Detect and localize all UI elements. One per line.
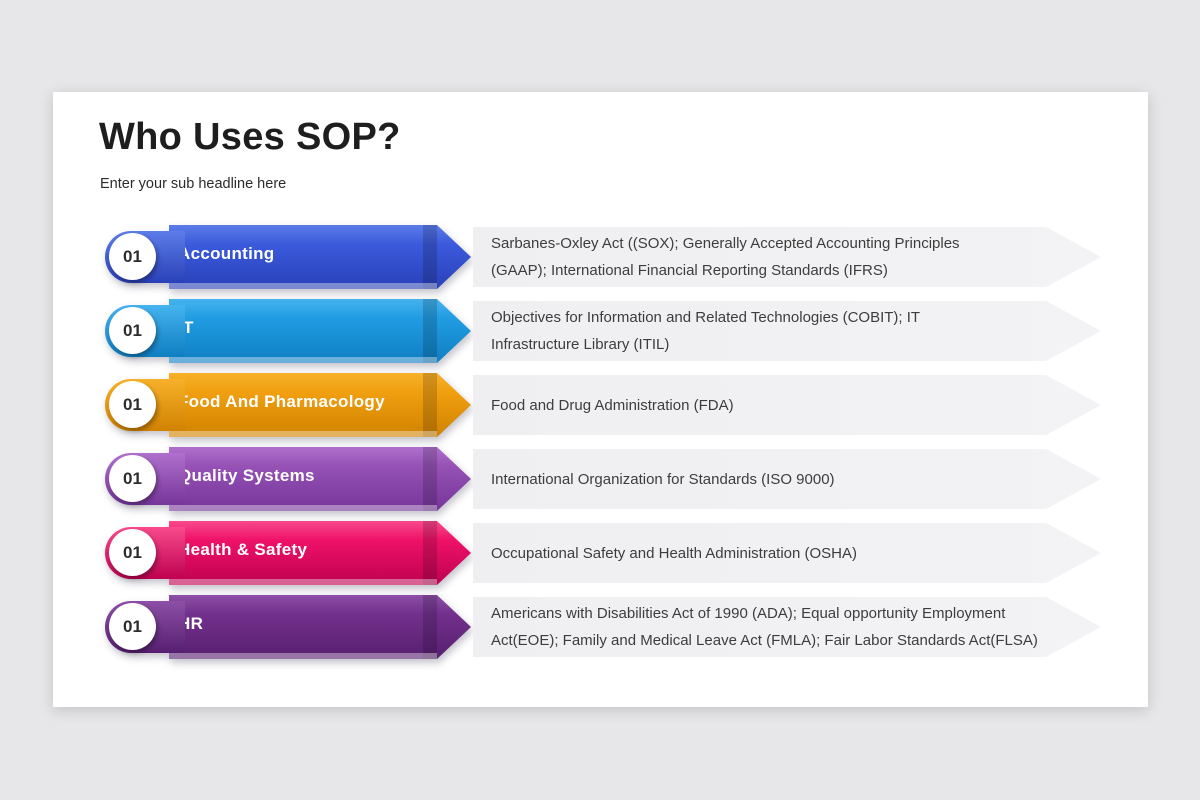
- category-label: Accounting: [178, 244, 275, 263]
- category-arrow-banner: Food And Pharmacology: [169, 373, 471, 437]
- description-arrow-banner: Objectives for Information and Related T…: [473, 301, 1101, 361]
- category-arrow-banner: Accounting: [169, 225, 471, 289]
- slide-card: Who Uses SOP? Enter your sub headline he…: [53, 92, 1148, 707]
- number-badge: 01: [109, 455, 156, 502]
- description-text: Sarbanes-Oxley Act ((SOX); Generally Acc…: [491, 235, 960, 279]
- sop-row: Accounting 01 Sarbanes-Oxley Act ((SOX);…: [53, 225, 1148, 289]
- number-badge: 01: [109, 233, 156, 280]
- category-ribbon: Food And Pharmacology 01: [53, 373, 473, 437]
- page-title: Who Uses SOP?: [99, 116, 401, 158]
- description-text: Americans with Disabilities Act of 1990 …: [491, 605, 1038, 649]
- number-badge: 01: [109, 307, 156, 354]
- category-ribbon: HR 01: [53, 595, 473, 659]
- category-arrow-banner: HR: [169, 595, 471, 659]
- description-text: Objectives for Information and Related T…: [491, 309, 921, 353]
- sop-row: IT 01 Objectives for Information and Rel…: [53, 299, 1148, 363]
- category-ribbon: Quality Systems 01: [53, 447, 473, 511]
- sop-row: Food And Pharmacology 01 Food and Drug A…: [53, 373, 1148, 437]
- sop-row: HR 01 Americans with Disabilities Act of…: [53, 595, 1148, 659]
- category-label: Health & Safety: [178, 540, 308, 559]
- category-ribbon: Health & Safety 01: [53, 521, 473, 585]
- category-label: Food And Pharmacology: [178, 392, 385, 411]
- description-text: Occupational Safety and Health Administr…: [491, 544, 858, 562]
- description-arrow-banner: International Organization for Standards…: [473, 449, 1101, 509]
- category-arrow-banner: Quality Systems: [169, 447, 471, 511]
- category-ribbon: Accounting 01: [53, 225, 473, 289]
- description-arrow-banner: Food and Drug Administration (FDA): [473, 375, 1101, 435]
- description-arrow-banner: Occupational Safety and Health Administr…: [473, 523, 1101, 583]
- page-subtitle: Enter your sub headline here: [100, 176, 287, 192]
- sop-rows: Accounting 01 Sarbanes-Oxley Act ((SOX);…: [53, 225, 1148, 669]
- description-arrow-banner: Sarbanes-Oxley Act ((SOX); Generally Acc…: [473, 227, 1101, 287]
- description-arrow-banner: Americans with Disabilities Act of 1990 …: [473, 597, 1101, 657]
- category-label: Quality Systems: [178, 466, 315, 485]
- category-arrow-banner: IT: [169, 299, 471, 363]
- sop-row: Quality Systems 01 International Organiz…: [53, 447, 1148, 511]
- number-badge: 01: [109, 603, 156, 650]
- description-text: International Organization for Standards…: [491, 470, 835, 488]
- number-badge: 01: [109, 381, 156, 428]
- category-arrow-banner: Health & Safety: [169, 521, 471, 585]
- category-ribbon: IT 01: [53, 299, 473, 363]
- sop-row: Health & Safety 01 Occupational Safety a…: [53, 521, 1148, 585]
- number-badge: 01: [109, 529, 156, 576]
- description-text: Food and Drug Administration (FDA): [491, 396, 734, 414]
